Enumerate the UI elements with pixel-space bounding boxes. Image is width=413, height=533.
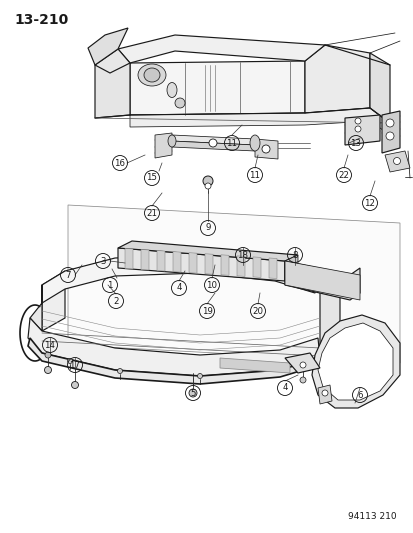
Polygon shape: [204, 254, 212, 274]
Circle shape: [67, 359, 72, 364]
Ellipse shape: [249, 135, 259, 151]
Polygon shape: [284, 255, 297, 281]
Circle shape: [299, 377, 305, 383]
Polygon shape: [88, 28, 128, 65]
Text: 13: 13: [350, 139, 361, 148]
Circle shape: [354, 126, 360, 132]
Text: 6: 6: [356, 391, 362, 400]
Text: 11: 11: [226, 139, 237, 148]
Polygon shape: [68, 205, 399, 363]
Text: 8: 8: [292, 251, 297, 260]
Polygon shape: [171, 141, 254, 151]
Text: 2: 2: [113, 296, 119, 305]
Polygon shape: [157, 251, 165, 271]
Circle shape: [209, 139, 216, 147]
Text: 10: 10: [206, 280, 217, 289]
Circle shape: [204, 183, 211, 189]
Polygon shape: [118, 248, 284, 281]
Circle shape: [385, 119, 393, 127]
Polygon shape: [344, 115, 379, 145]
Ellipse shape: [166, 83, 177, 98]
Text: 22: 22: [338, 171, 349, 180]
Polygon shape: [317, 385, 331, 404]
Polygon shape: [130, 108, 389, 135]
Text: 4: 4: [282, 384, 287, 392]
Polygon shape: [219, 358, 289, 373]
Polygon shape: [254, 139, 277, 159]
Ellipse shape: [138, 64, 166, 86]
Polygon shape: [28, 318, 319, 376]
Circle shape: [175, 98, 185, 108]
Polygon shape: [42, 255, 319, 303]
Text: 11: 11: [249, 171, 260, 180]
Polygon shape: [30, 285, 42, 331]
Polygon shape: [173, 252, 180, 272]
Polygon shape: [304, 45, 369, 113]
Circle shape: [44, 367, 51, 374]
Circle shape: [261, 145, 269, 153]
Text: 9: 9: [205, 223, 210, 232]
Text: 21: 21: [146, 208, 157, 217]
Ellipse shape: [168, 135, 176, 147]
Polygon shape: [118, 241, 297, 261]
Text: 3: 3: [100, 256, 105, 265]
Polygon shape: [42, 271, 65, 331]
Text: 17: 17: [69, 360, 80, 369]
Polygon shape: [284, 261, 359, 300]
Text: 12: 12: [363, 198, 375, 207]
Polygon shape: [125, 248, 133, 269]
Polygon shape: [317, 323, 392, 400]
Text: 14: 14: [44, 341, 55, 350]
Text: 4: 4: [176, 284, 181, 293]
Circle shape: [202, 176, 212, 186]
Polygon shape: [319, 275, 339, 358]
Polygon shape: [171, 135, 254, 145]
Text: 5: 5: [190, 389, 195, 398]
Circle shape: [197, 374, 202, 378]
Text: 15: 15: [146, 174, 157, 182]
Polygon shape: [221, 255, 228, 276]
Text: 19: 19: [201, 306, 212, 316]
Text: 20: 20: [252, 306, 263, 316]
Circle shape: [392, 157, 399, 165]
Polygon shape: [369, 53, 389, 123]
Text: 18: 18: [237, 251, 248, 260]
Circle shape: [189, 389, 197, 397]
Polygon shape: [284, 261, 359, 300]
Polygon shape: [95, 49, 130, 73]
Circle shape: [321, 390, 327, 396]
Circle shape: [45, 352, 51, 358]
Polygon shape: [311, 315, 399, 408]
Circle shape: [354, 118, 360, 124]
Polygon shape: [141, 249, 149, 270]
Text: 94113 210: 94113 210: [347, 512, 396, 521]
Polygon shape: [268, 258, 276, 278]
Circle shape: [71, 382, 78, 389]
Polygon shape: [284, 353, 319, 373]
Polygon shape: [384, 151, 409, 172]
Ellipse shape: [144, 68, 159, 82]
Polygon shape: [154, 133, 171, 158]
Text: 13-210: 13-210: [14, 13, 68, 27]
Circle shape: [117, 368, 122, 374]
Polygon shape: [189, 253, 197, 273]
Polygon shape: [118, 35, 324, 63]
Circle shape: [299, 362, 305, 368]
Polygon shape: [95, 63, 130, 118]
Polygon shape: [28, 338, 319, 384]
Text: 7: 7: [65, 271, 71, 279]
Circle shape: [385, 132, 393, 140]
Polygon shape: [130, 61, 304, 115]
Text: 16: 16: [114, 158, 125, 167]
Polygon shape: [236, 256, 244, 276]
Polygon shape: [381, 111, 399, 153]
Text: 1: 1: [107, 280, 112, 289]
Polygon shape: [252, 257, 260, 277]
